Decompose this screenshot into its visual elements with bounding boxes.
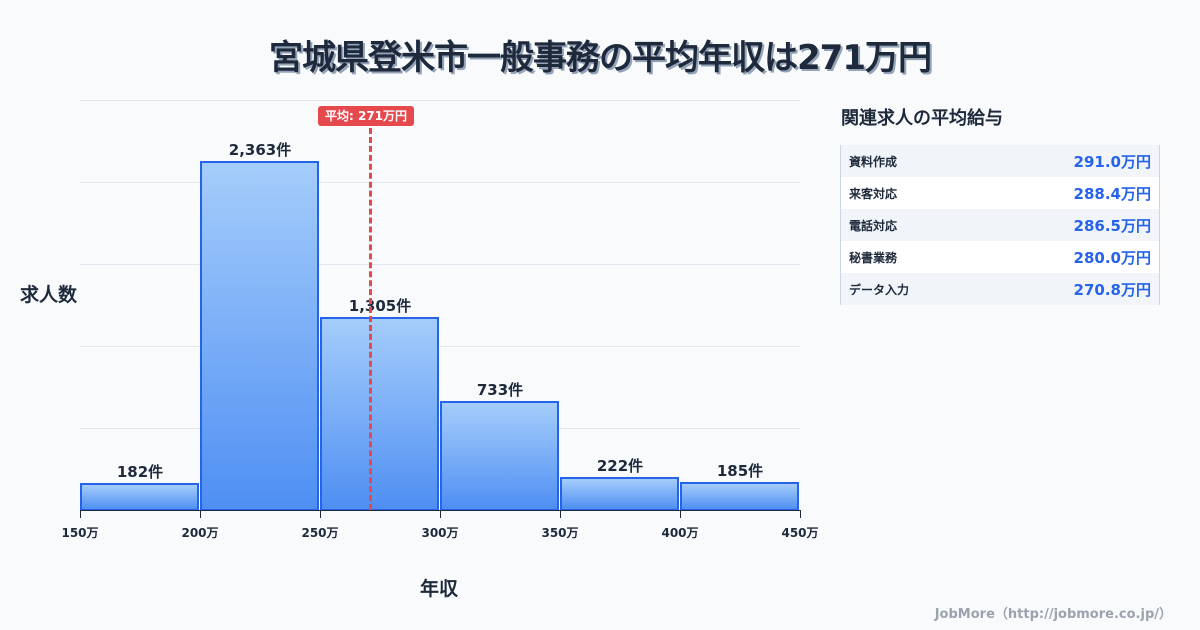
bar-value-label: 2,363件	[228, 141, 292, 159]
related-jobs-title: 関連求人の平均給与	[841, 108, 1003, 129]
y-axis-label: 求人数	[20, 284, 78, 306]
x-tick	[680, 510, 681, 518]
job-salary: 286.5万円	[1073, 216, 1151, 235]
x-tick-label: 250万	[301, 526, 339, 540]
x-tick	[320, 510, 321, 518]
table-row: 資料作成 291.0万円	[841, 145, 1159, 177]
job-salary: 288.4万円	[1073, 184, 1151, 203]
x-axis-label: 年収	[420, 578, 459, 600]
histogram-bar	[200, 161, 319, 511]
bar-value-label: 182件	[116, 463, 164, 481]
x-tick-label: 350万	[541, 526, 579, 540]
table-row: 来客対応 288.4万円	[841, 177, 1159, 209]
x-tick-label: 150万	[61, 526, 99, 540]
job-salary: 291.0万円	[1073, 152, 1151, 171]
x-tick-label: 400万	[661, 526, 699, 540]
x-tick	[560, 510, 561, 518]
footer-credit: JobMore（http://jobmore.co.jp/）	[934, 607, 1172, 622]
job-name: データ入力	[849, 282, 910, 297]
x-tick	[800, 510, 801, 518]
table-row: データ入力 270.8万円	[841, 273, 1159, 305]
table-row: 秘書業務 280.0万円	[841, 241, 1159, 273]
table-row: 電話対応 286.5万円	[841, 209, 1159, 241]
x-tick	[80, 510, 81, 518]
x-tick-label: 200万	[181, 526, 219, 540]
histogram-bar	[680, 482, 799, 511]
gridline	[80, 182, 800, 183]
job-name: 電話対応	[849, 218, 898, 233]
job-salary: 280.0万円	[1073, 248, 1151, 267]
histogram-bar	[560, 477, 679, 511]
histogram-bar	[320, 317, 439, 511]
gridline	[80, 264, 800, 265]
x-tick	[440, 510, 441, 518]
related-jobs-table: 資料作成 291.0万円 来客対応 288.4万円 電話対応 286.5万円 秘…	[840, 145, 1160, 305]
job-name: 資料作成	[849, 154, 898, 169]
gridline	[80, 346, 800, 347]
bar-value-label: 733件	[476, 381, 524, 399]
page-title: 宮城県登米市一般事務の平均年収は271万円	[269, 38, 932, 78]
bar-value-label: 1,305件	[348, 297, 412, 315]
x-tick-label: 300万	[421, 526, 459, 540]
bar-value-label: 185件	[716, 462, 764, 480]
histogram-bar	[80, 483, 199, 511]
bar-value-label: 222件	[596, 457, 644, 475]
job-name: 来客対応	[849, 186, 898, 201]
x-tick-label: 450万	[781, 526, 819, 540]
histogram-bar	[440, 401, 559, 511]
gridline	[80, 100, 800, 101]
mean-line	[369, 128, 372, 510]
job-name: 秘書業務	[849, 250, 898, 265]
mean-badge: 平均: 271万円	[318, 106, 415, 126]
x-tick	[200, 510, 201, 518]
job-salary: 270.8万円	[1073, 280, 1151, 299]
